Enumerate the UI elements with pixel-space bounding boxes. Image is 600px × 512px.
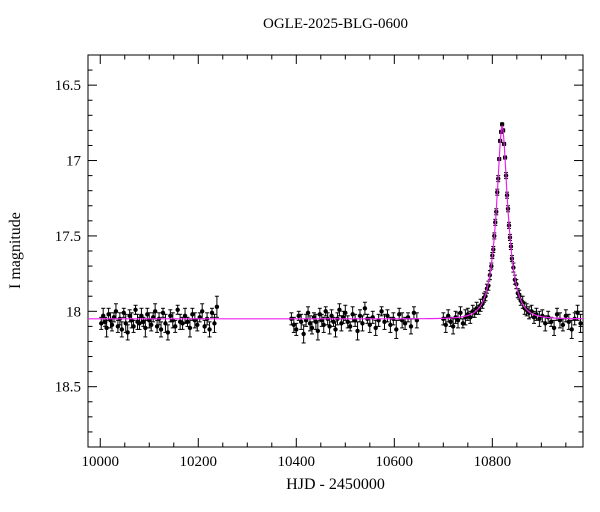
- data-point: [379, 309, 384, 314]
- data-point: [560, 322, 566, 328]
- data-point: [350, 312, 355, 317]
- data-point: [388, 322, 393, 328]
- data-point: [168, 313, 173, 319]
- data-point: [345, 319, 350, 325]
- data-point: [394, 327, 399, 332]
- data-point: [187, 325, 193, 331]
- y-tick-label: 18: [66, 304, 81, 320]
- data-point: [499, 122, 505, 127]
- plot-frame: [87, 54, 584, 448]
- data-point: [104, 325, 109, 331]
- data-point: [315, 328, 321, 334]
- data-point: [133, 307, 138, 312]
- data-point: [152, 309, 158, 314]
- x-tick-label: 10000: [82, 454, 120, 470]
- data-point: [357, 313, 363, 319]
- data-point: [448, 319, 453, 325]
- data-point: [337, 307, 342, 312]
- data-point: [569, 327, 574, 332]
- data-point: [143, 325, 148, 331]
- data-point: [119, 327, 125, 332]
- data-point: [294, 327, 299, 332]
- data-point: [578, 321, 583, 326]
- data-point: [382, 319, 387, 325]
- data-point: [173, 324, 178, 329]
- data-point: [408, 324, 414, 329]
- x-tick-label: 10200: [180, 454, 218, 470]
- data-point: [180, 321, 185, 326]
- data-point: [113, 309, 119, 314]
- data-point: [468, 315, 473, 320]
- data-point: [309, 325, 315, 331]
- data-point: [343, 310, 348, 316]
- data-point: [450, 324, 456, 329]
- model-curve: [88, 124, 583, 320]
- data-point: [195, 322, 200, 328]
- data-point: [321, 322, 326, 328]
- data-point: [185, 319, 190, 325]
- y-tick-label: 17.5: [55, 229, 81, 245]
- data-point: [360, 321, 365, 326]
- data-point: [531, 315, 537, 320]
- data-point: [333, 327, 338, 332]
- y-tick-label: 18.5: [55, 380, 81, 396]
- y-tick-label: 16.5: [55, 78, 81, 94]
- data-point: [214, 304, 220, 309]
- x-tick-label: 10400: [278, 454, 316, 470]
- data-point: [207, 327, 212, 332]
- data-point: [125, 330, 130, 335]
- data-point: [411, 310, 417, 316]
- data-point: [149, 322, 154, 328]
- data-point: [301, 331, 306, 337]
- data-point: [199, 309, 205, 314]
- chart-title: OGLE-2025-BLG-0600: [263, 16, 408, 32]
- data-point: [141, 319, 146, 325]
- data-point: [165, 330, 171, 335]
- data-point: [551, 325, 557, 331]
- y-tick-label: 17: [66, 154, 82, 170]
- data-point: [109, 322, 115, 328]
- data-point: [348, 324, 353, 329]
- data-point: [298, 319, 304, 325]
- data-point: [327, 324, 332, 329]
- x-tick-label: 10600: [376, 454, 414, 470]
- x-axis-label: HJD - 2450000: [286, 476, 385, 493]
- data-point: [212, 321, 217, 326]
- data-point: [305, 310, 311, 316]
- data-point: [175, 307, 180, 312]
- data-point: [443, 322, 448, 328]
- data-point: [543, 321, 548, 326]
- data-point: [537, 316, 542, 322]
- data-point: [131, 324, 136, 329]
- data-point: [127, 313, 132, 319]
- data-point: [458, 310, 463, 316]
- data-point: [355, 328, 360, 334]
- data-point: [158, 327, 164, 332]
- data-point: [362, 306, 368, 311]
- x-tick-label: 10800: [474, 454, 512, 470]
